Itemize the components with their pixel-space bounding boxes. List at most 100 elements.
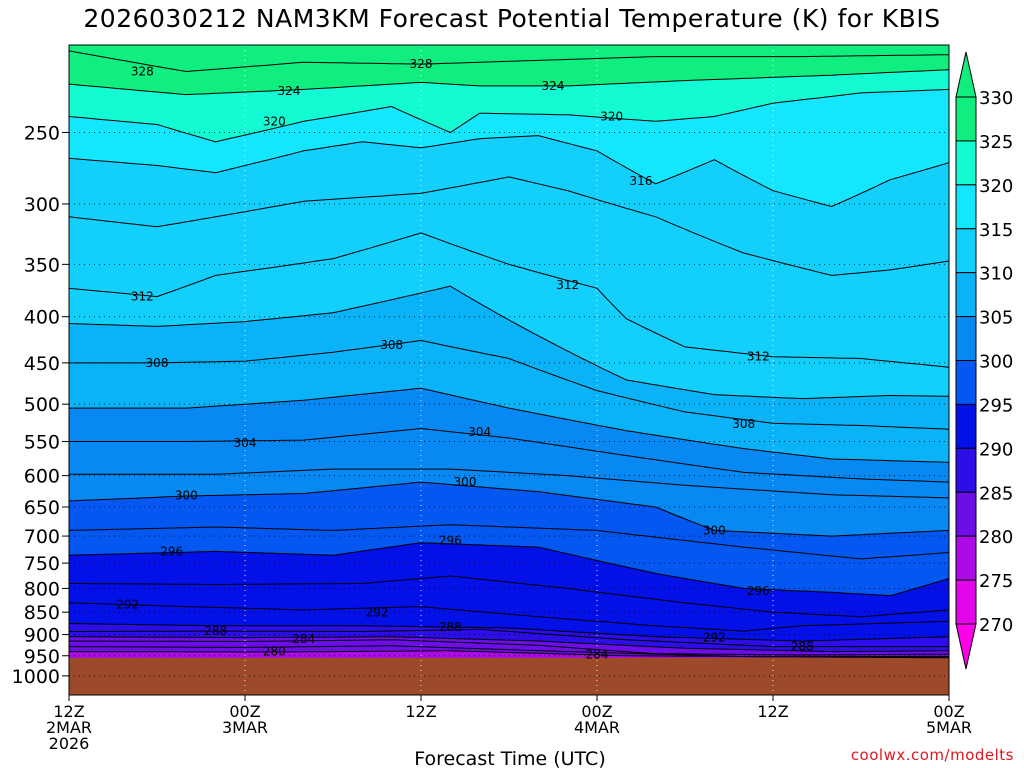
band-298: [69, 524, 949, 596]
band-328: [69, 50, 949, 95]
contour-320: [69, 88, 949, 143]
colorbar-label-275: 275: [979, 571, 1013, 592]
colorbar-label-330: 330: [979, 88, 1013, 109]
colorbar-label-285: 285: [979, 483, 1013, 504]
contour-300: [69, 481, 949, 537]
y-tick-label-850: 850: [24, 602, 60, 624]
x-tick-label-12-1: 3MAR: [222, 718, 268, 737]
contour-label-25: 288: [439, 620, 462, 634]
contour-324: [69, 69, 949, 96]
colorbar-label-295: 295: [979, 395, 1013, 416]
colorbar-box-320: [955, 184, 977, 230]
contour-label-8: 312: [556, 278, 579, 292]
ground-below-surface: [69, 657, 949, 695]
y-tick-label-750: 750: [24, 553, 60, 575]
contour-328: [69, 50, 949, 73]
y-tick-label-450: 450: [24, 353, 60, 375]
y-tick-label-950: 950: [24, 646, 60, 668]
colorbar-box-290: [955, 447, 977, 493]
y-tick-label-350: 350: [24, 254, 60, 276]
colorbar-box-295: [955, 403, 977, 449]
band-300: [69, 482, 949, 559]
contour-label-11: 308: [380, 338, 403, 352]
contour-296: [69, 542, 949, 597]
contour-label-26: 288: [791, 640, 814, 654]
x-tick-label-60-1: 5MAR: [926, 718, 972, 737]
x-tick-label-0-1: 2MAR: [46, 718, 92, 737]
contour-label-15: 300: [175, 488, 198, 502]
pressure-axis: 2503003504004505005506006507007508008509…: [12, 122, 69, 688]
contour-290: [69, 623, 949, 642]
band-310: [69, 286, 949, 430]
contour-label-22: 292: [366, 606, 389, 620]
contour-label-3: 324: [542, 79, 565, 93]
x-tick-label-0-2: 2026: [49, 734, 90, 753]
band-286: [69, 636, 949, 655]
contour-label-12: 308: [732, 417, 755, 431]
colorbar-box-305: [955, 316, 977, 362]
contour-label-19: 296: [439, 534, 462, 548]
contour-label-16: 300: [454, 475, 477, 489]
contour-298: [69, 524, 949, 560]
contour-label-6: 316: [630, 174, 653, 188]
contour-label-24: 288: [204, 624, 227, 638]
contour-label-18: 296: [160, 544, 183, 558]
colorbar-label-280: 280: [979, 527, 1013, 548]
contour-label-1: 328: [410, 57, 433, 71]
band-314: [69, 176, 949, 368]
y-tick-label-700: 700: [24, 526, 60, 548]
band-312: [69, 232, 949, 399]
colorbar-label-325: 325: [979, 132, 1013, 153]
contour-labels: 328 328 324 324 320 320 316 312 312 312 308 308 308 3…: [116, 57, 814, 661]
band-282: [69, 645, 949, 658]
colorbar-label-300: 300: [979, 352, 1013, 373]
colorbar-box-325: [955, 140, 977, 186]
contour-306: [69, 387, 949, 463]
colorbar-top-arrow: [955, 51, 977, 98]
contour-312: [69, 232, 949, 368]
contour-label-21: 292: [116, 597, 139, 611]
colorbar-box-285: [955, 491, 977, 537]
contour-label-20: 296: [747, 584, 770, 598]
colorbar-box-280: [955, 535, 977, 581]
y-tick-label-250: 250: [24, 122, 60, 144]
contour-label-2: 324: [278, 84, 301, 98]
plot-frame: [68, 44, 950, 696]
x-tick-label-60-0: 00Z: [933, 702, 964, 721]
y-tick-label-800: 800: [24, 578, 60, 600]
x-tick-label-12-0: 00Z: [229, 702, 260, 721]
band-304: [69, 428, 949, 498]
x-axis-title: Forecast Time (UTC): [414, 748, 605, 768]
colorbar: 330 325 320 315 310 305 300 295 290 285 280 275 270: [955, 51, 1013, 670]
contour-304: [69, 427, 949, 483]
contour-label-10: 308: [146, 356, 169, 370]
y-tick-label-650: 650: [24, 497, 60, 519]
contour-294: [69, 575, 949, 618]
colorbar-label-315: 315: [979, 220, 1013, 241]
y-tick-label-500: 500: [24, 394, 60, 416]
contour-label-28: 284: [586, 648, 609, 662]
contour-310: [69, 285, 949, 400]
y-tick-label-400: 400: [24, 307, 60, 329]
band-294: [69, 576, 949, 632]
contour-label-29: 280: [263, 645, 286, 659]
band-284: [69, 639, 949, 657]
colorbar-label-290: 290: [979, 439, 1013, 460]
contour-label-17: 300: [703, 523, 726, 537]
contour-lines: [69, 50, 949, 659]
colorbar-box-310: [955, 272, 977, 318]
colorbar-bottom-arrow: [955, 623, 977, 670]
colorbar-label-305: 305: [979, 308, 1013, 329]
x-tick-label-48-0: 12Z: [757, 702, 788, 721]
contour-286: [69, 636, 949, 653]
contour-label-0: 328: [131, 65, 154, 79]
contour-314: [69, 176, 949, 276]
contour-280: [69, 650, 949, 659]
contour-label-7: 312: [131, 290, 154, 304]
site-credit: coolwx.com/modelts: [850, 746, 1014, 764]
contour-316: [69, 135, 949, 208]
band-296: [69, 542, 949, 617]
colorbar-box-315: [955, 228, 977, 274]
contour-label-13: 304: [234, 436, 257, 450]
